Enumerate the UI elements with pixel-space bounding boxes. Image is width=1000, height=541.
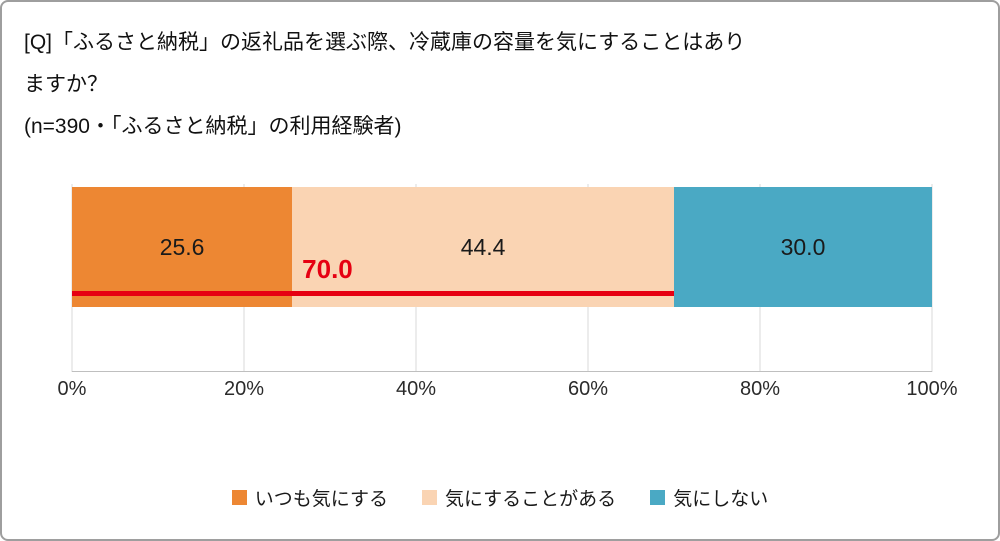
plot-area: 25.6 44.4 30.0 70.0 0% 20% 40% 60% 80% 100%	[58, 184, 958, 400]
x-tick-label: 60%	[567, 378, 609, 400]
legend-swatch	[231, 490, 247, 505]
legend-label: いつも気にする	[254, 489, 388, 510]
x-tick-label: 40%	[395, 378, 437, 400]
legend: いつも気にする 気にすることがある 気にしない	[2, 484, 998, 511]
legend-label: 気にすることがある	[444, 489, 617, 510]
annotation-line	[72, 291, 674, 296]
x-tick-label: 100%	[906, 378, 958, 400]
x-axis-line	[72, 371, 932, 372]
x-tick-label: 0%	[57, 378, 87, 400]
chart-subtitle: (n=390・「ふるさと納税」の利用経験者)	[24, 115, 402, 138]
bar-value-label: 30.0	[780, 233, 826, 260]
bar-segment-1: 25.6	[72, 187, 293, 307]
legend-item: いつも気にする	[231, 484, 388, 511]
legend-item: 気にすることがある	[421, 484, 617, 511]
annotation-label: 70.0	[302, 254, 353, 284]
legend-item: 気にしない	[650, 484, 768, 511]
legend-label: 気にしない	[673, 489, 769, 510]
bar-value-label: 44.4	[460, 233, 506, 260]
gridline	[931, 184, 933, 372]
bar-segment-2: 44.4	[292, 187, 674, 307]
title-block: [Q]「ふるさと納税」の返礼品を選ぶ際、冷蔵庫の容量を気にすることはあり ますか…	[24, 22, 745, 148]
bar-value-label: 25.6	[159, 233, 205, 260]
x-tick-label: 20%	[223, 378, 265, 400]
legend-swatch	[650, 490, 666, 505]
chart-title-line1: [Q]「ふるさと納税」の返礼品を選ぶ際、冷蔵庫の容量を気にすることはあり	[24, 31, 746, 54]
chart-title-line2: ますか？	[24, 73, 108, 96]
x-axis-ticks: 0% 20% 40% 60% 80% 100%	[58, 184, 958, 400]
x-tick-label: 80%	[739, 378, 781, 400]
legend-swatch	[421, 490, 437, 505]
stacked-bar: 25.6 44.4 30.0	[72, 187, 932, 307]
bar-segment-3: 30.0	[673, 187, 932, 307]
